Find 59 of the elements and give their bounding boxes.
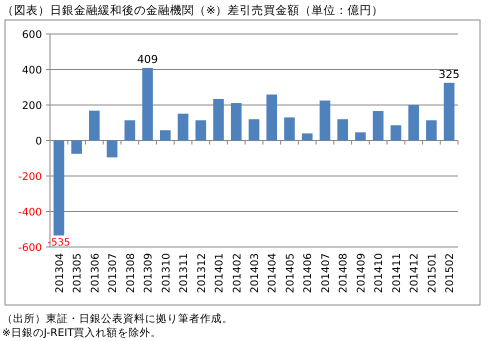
x-tick-label: 201307 [107,253,120,294]
x-tick-label: 201404 [266,252,279,294]
y-tick-label: -600 [18,242,42,254]
y-tick-label: 200 [22,100,42,112]
bar [302,133,313,140]
x-tick-label: 201312 [196,253,208,294]
x-tick-label: 201411 [390,253,403,294]
y-tick-label: 600 [22,29,42,41]
bar [160,130,171,140]
x-tick-label: 201408 [338,253,350,294]
chart-title: （図表）日銀金融緩和後の金融機関（※）差引売買金額（単位：億円） [2,3,384,17]
bar [355,132,366,140]
bar [444,82,454,140]
bar [195,120,206,140]
y-tick-label: -400 [18,206,42,218]
bar [54,140,64,236]
x-tick-label: 201412 [408,253,421,294]
x-tick-label: 201304 [54,252,66,294]
x-tick-label: 201409 [355,253,368,294]
x-tick-label: 201402 [231,253,244,294]
bar [178,114,188,140]
data-label: -535 [48,237,70,248]
x-tick-label: 201305 [72,253,84,294]
x-tick-label: 201310 [160,253,172,294]
text: ※日銀のJ-REIT買入れ額を除外。 [2,326,162,339]
data-label: 325 [438,68,460,81]
bar [390,125,402,140]
bar [71,140,82,154]
bar [106,140,118,158]
x-tick-label: 201403 [249,253,261,294]
x-tick-label: 201406 [302,252,314,294]
x-tick-label: 201407 [320,253,332,294]
x-tick-label: 201405 [284,253,296,294]
bar [213,98,224,140]
bar [337,119,348,140]
bar [266,94,278,140]
bar [372,111,384,140]
y-tick-label: 400 [22,64,42,76]
bar [284,117,295,140]
text: （出所）東証・日銀公表資料に拠り筆者作成。 [2,312,233,325]
y-tick-label: 0 [35,136,42,148]
x-tick-label: 201410 [373,253,386,294]
bar [408,105,419,140]
bar [142,68,153,140]
x-tick-label: 201311 [178,253,190,294]
x-tick-label: 201501 [426,253,438,294]
bar [124,120,136,140]
bar [320,100,330,140]
bar [426,120,437,140]
bar [230,103,242,140]
y-tick-label: -200 [18,171,42,183]
x-tick-label: 201401 [214,253,226,294]
x-tick-label: 201308 [124,253,137,294]
data-label: 409 [137,52,158,66]
bar [248,119,260,140]
x-tick-label: 201502 [444,253,456,294]
bar [89,110,100,140]
x-tick-label: 201309 [142,253,155,294]
x-tick-label: 201306 [89,252,102,294]
